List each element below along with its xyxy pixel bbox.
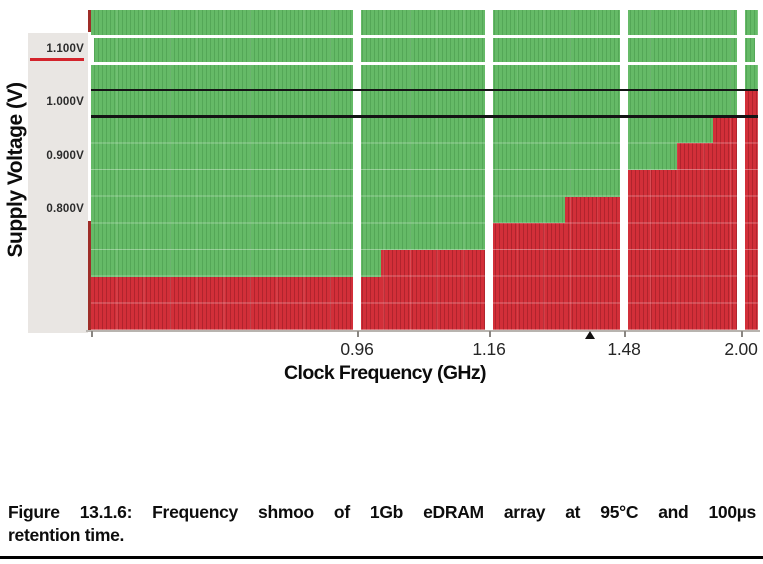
x-axis-title: Clock Frequency (GHz) — [284, 362, 487, 384]
x-tick-label: 2.00 — [724, 339, 758, 359]
x-tick-mark-origin — [91, 331, 93, 337]
left-edge-fail-strip-bottom — [87, 221, 92, 330]
figure-caption: Figure 13.1.6: Frequency shmoo of 1Gb eD… — [8, 501, 756, 547]
caption-line-2: retention time. — [8, 525, 125, 545]
y-axis-title: Supply Voltage (V) — [4, 82, 27, 258]
frequency-tick-band — [353, 10, 361, 330]
nominal-voltage-line — [91, 115, 758, 118]
y-tick-label: 0.800V — [46, 203, 84, 215]
x-tick-label: 0.96 — [340, 339, 374, 359]
x-tick-mark — [357, 331, 359, 337]
x-tick-label: 1.16 — [472, 339, 506, 359]
caption-line-1: Figure 13.1.6: Frequency shmoo of 1Gb eD… — [8, 502, 756, 522]
frequency-tick-band — [485, 10, 493, 330]
y-tick-red-underline — [30, 58, 84, 61]
y-tick-label: 1.000V — [46, 96, 84, 109]
y-axis-gutter — [28, 33, 88, 333]
frequency-tick-band — [620, 10, 628, 330]
x-tick-mark — [624, 331, 626, 337]
fail-region-step — [91, 276, 381, 330]
left-edge-fail-tick-top — [87, 10, 92, 32]
fail-region-step — [741, 90, 758, 330]
nominal-voltage-line — [91, 88, 758, 92]
fail-region-step — [624, 170, 677, 330]
frequency-tick-band — [737, 10, 745, 330]
highlight-row-box — [91, 35, 758, 65]
fail-region-step — [381, 250, 488, 330]
y-tick-label: 1.100V — [46, 43, 84, 55]
x-tick-mark — [489, 331, 491, 337]
y-tick-label: 0.900V — [46, 149, 84, 162]
fail-region-step — [565, 196, 624, 330]
fail-region-step — [677, 143, 713, 330]
x-tick-mark — [741, 331, 743, 337]
fail-region-step — [713, 116, 741, 330]
fail-region-step — [488, 223, 565, 330]
shmoo-plot — [91, 10, 758, 330]
triangle-up-icon — [585, 331, 595, 339]
x-axis-baseline — [86, 330, 760, 332]
x-tick-label: 1.48 — [607, 339, 641, 359]
section-divider-rule — [0, 556, 763, 560]
